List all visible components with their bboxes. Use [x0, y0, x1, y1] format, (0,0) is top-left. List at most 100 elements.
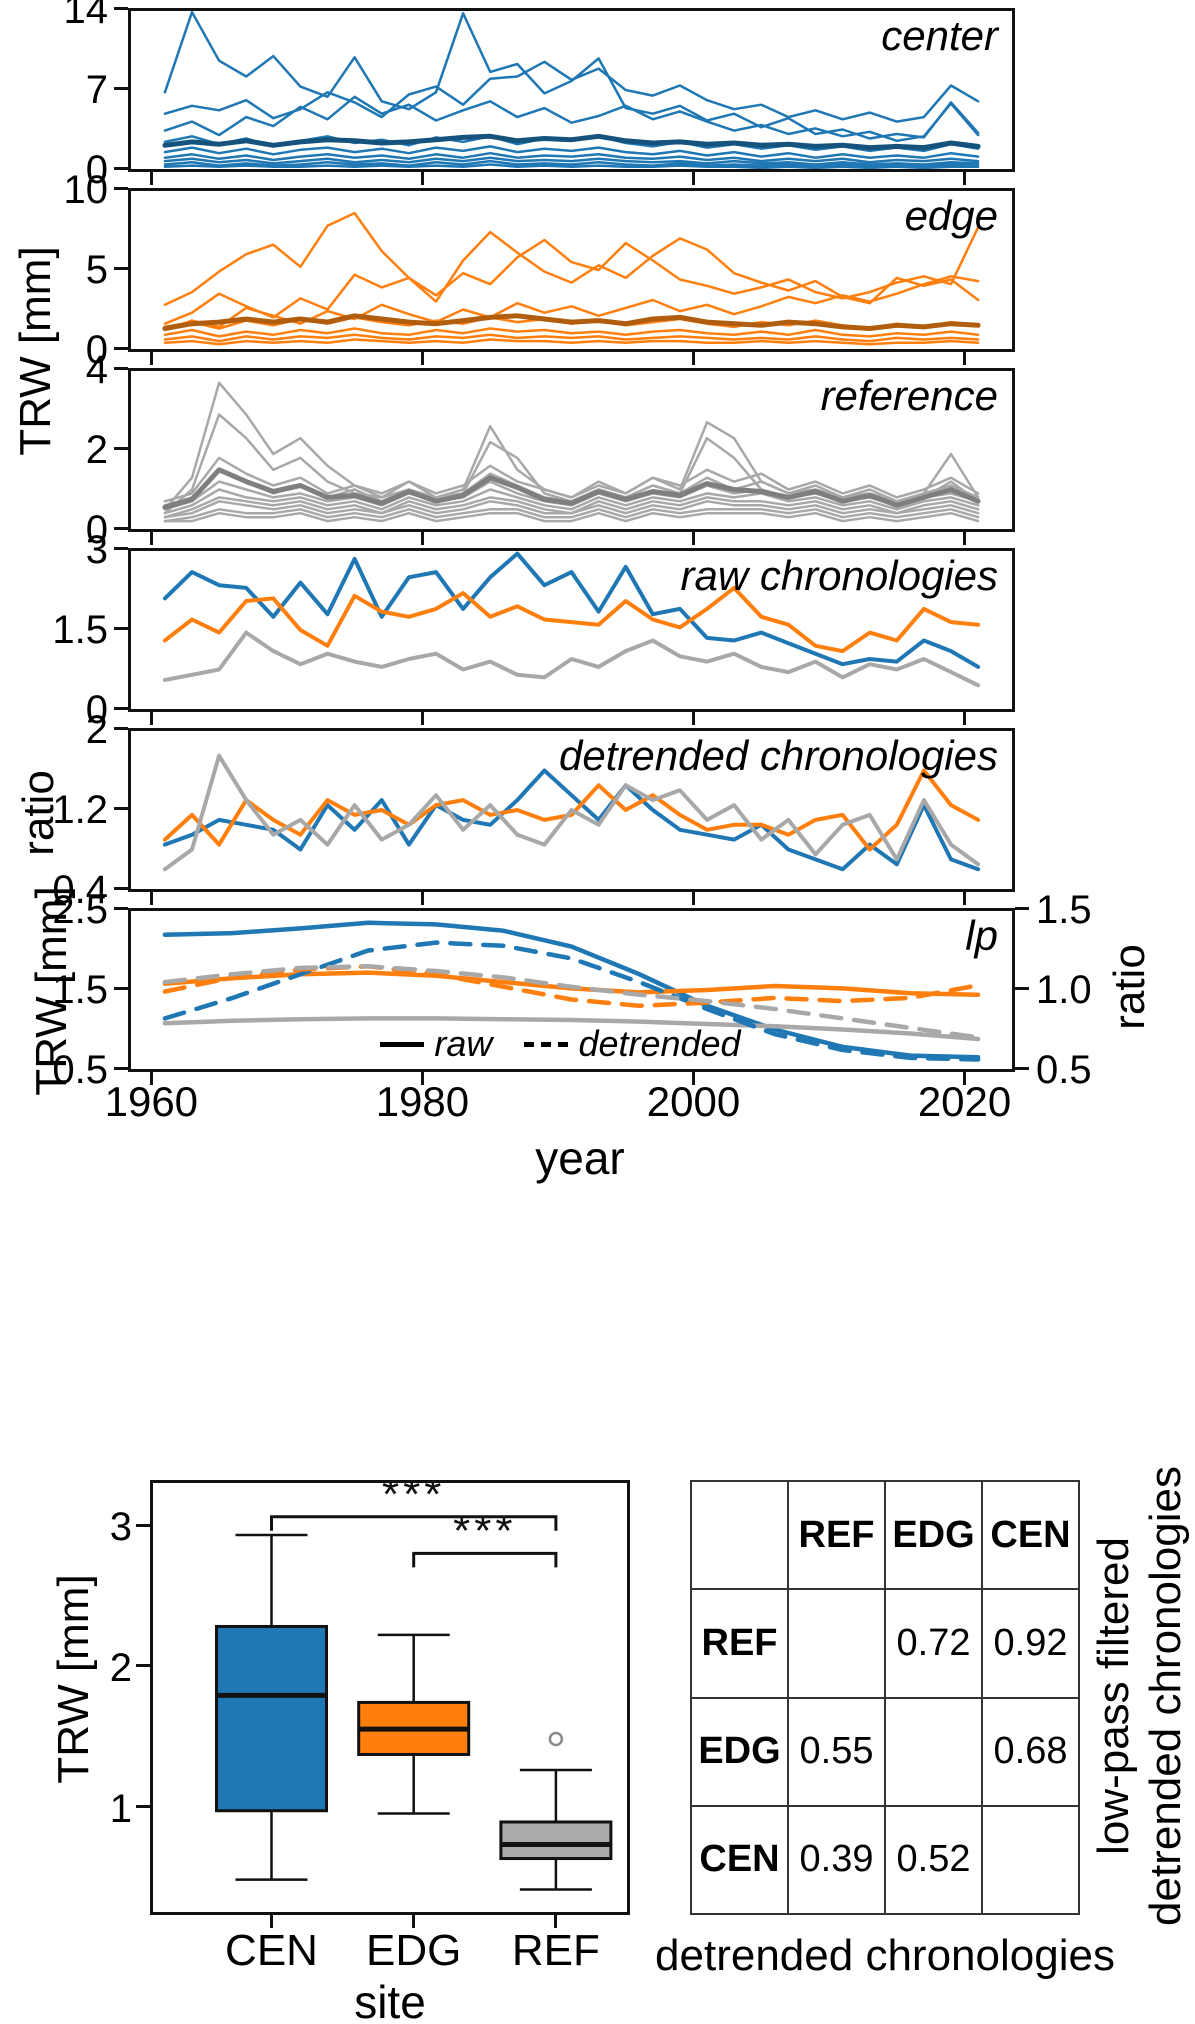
panel-detrended-chronologies: detrended chronologies — [128, 728, 1015, 892]
reference-plot-canvas — [162, 381, 981, 523]
series-cen-tree-6 — [163, 151, 980, 164]
legend-dashed-line-sample — [524, 1041, 569, 1047]
x-tick-mark — [963, 892, 967, 905]
x-tick-mark — [149, 712, 153, 725]
table-col-header-edg: EDG — [884, 1479, 983, 1591]
series-ref-tree-8 — [163, 500, 980, 519]
series-lp-detrended-ref — [162, 964, 981, 1040]
series-edg-tree-5 — [163, 327, 980, 338]
x-tick-label: 1980 — [375, 1078, 470, 1125]
boxplot-y-tick-mark — [136, 1805, 150, 1808]
series-ref-tree-10 — [163, 511, 980, 523]
series-lp-detrended-cen — [162, 940, 981, 1062]
x-axis-label-year: year — [535, 1132, 625, 1184]
significance-bracket-1 — [412, 1551, 558, 1568]
detrended-chronologies-plot-canvas — [162, 753, 981, 872]
y-tick-label: 1.5 — [52, 968, 108, 1012]
x-tick-mark — [420, 352, 424, 365]
significance-bracket-0 — [270, 1515, 558, 1531]
y-tick-mark — [114, 886, 128, 890]
y-tick-mark — [114, 86, 128, 90]
y-tick-mark — [114, 446, 128, 450]
panel-reference: reference — [128, 368, 1015, 532]
table-col-header-cen: CEN — [981, 1479, 1080, 1591]
series-edg-tree-1 — [163, 211, 980, 307]
boxplot-category-label: REF — [511, 1926, 600, 1975]
right-y-tick-mark — [1015, 906, 1029, 910]
x-tick-label: 2020 — [917, 1078, 1012, 1125]
boxplot-x-axis-label-site: site — [354, 1976, 426, 2024]
boxplot-x-tick-mark — [554, 1915, 558, 1928]
series-lp-raw-ref — [162, 1016, 981, 1042]
x-tick-mark — [691, 352, 695, 365]
y-tick-label: 2 — [85, 428, 108, 472]
series-ref-tree-9 — [163, 508, 980, 523]
series-lp-raw-edg — [162, 970, 981, 997]
y-tick-label: 2 — [85, 708, 108, 752]
series-cen-mean — [162, 133, 981, 151]
table-value-cen-edg: 0.52 — [884, 1804, 983, 1916]
boxplot-x-tick-mark — [270, 1915, 273, 1928]
legend-label-raw: raw — [434, 1023, 493, 1064]
outlier-ref — [548, 1731, 564, 1747]
series-edg-tree-7 — [163, 338, 980, 346]
lp-plot-canvas — [162, 920, 981, 1062]
y-tick-mark — [114, 546, 128, 550]
series-cen-tree-3 — [163, 95, 980, 143]
table-value-ref-ref — [787, 1588, 886, 1699]
center-plot-canvas — [162, 11, 981, 169]
box-cen — [215, 1624, 328, 1813]
y-tick-label: 0 — [85, 688, 108, 732]
panel-title-center: center — [881, 12, 998, 59]
panel-raw-chronologies: raw chronologies — [128, 548, 1015, 712]
y-tick-label: 5 — [85, 248, 108, 292]
y-tick-mark — [114, 526, 128, 530]
raw-chronologies-plot-canvas — [162, 551, 981, 688]
x-tick-mark — [149, 532, 153, 545]
y-tick-label: 14 — [63, 0, 109, 32]
series-ref-tree-3 — [163, 456, 980, 503]
series-raw-cen — [162, 551, 981, 669]
boxplot-y-tick-label: 3 — [109, 1505, 132, 1550]
table-row-header-edg: EDG — [690, 1696, 789, 1807]
series-ref-mean — [162, 467, 981, 510]
table-value-cen-ref: 0.39 — [787, 1804, 886, 1916]
x-tick-mark — [963, 532, 967, 545]
x-tick-mark — [149, 352, 153, 365]
right-y-tick-mark — [1015, 986, 1029, 990]
series-det-edg — [162, 768, 981, 852]
boxplot-y-tick-label: 2 — [109, 1645, 132, 1690]
panel-edge: edge — [128, 188, 1015, 352]
x-tick-label: 1960 — [104, 1078, 199, 1125]
x-tick-mark — [420, 712, 424, 725]
panel-title-detrended-chronologies: detrended chronologies — [559, 732, 998, 779]
box-ref — [499, 1820, 613, 1861]
edge-plot-canvas — [162, 211, 981, 346]
boxplot-canvas: ****** — [215, 1483, 613, 1891]
boxplot-x-tick-mark — [412, 1915, 416, 1928]
y-tick-label: 0 — [85, 508, 108, 552]
panel-lp: lp raw detrended — [128, 908, 1015, 1072]
boxplot-y-tick-label: 1 — [109, 1786, 132, 1831]
series-cen-tree-2 — [163, 60, 980, 123]
series-ref-tree-6 — [163, 488, 980, 515]
y-tick-mark — [114, 906, 128, 910]
x-tick-mark — [691, 532, 695, 545]
table-value-ref-cen: 0.92 — [981, 1588, 1080, 1699]
x-tick-mark — [420, 532, 424, 545]
series-cen-tree-9 — [163, 163, 980, 169]
table-value-cen-cen — [981, 1804, 1080, 1916]
correlation-table: REF EDG CEN REF 0.72 0.92 EDG 0.55 0.68 CEN 0.39 0.… — [690, 1479, 1080, 1916]
x-tick-mark — [420, 892, 424, 905]
y-tick-mark — [114, 346, 128, 350]
series-cen-tree-1 — [163, 11, 980, 140]
series-cen-tree-8 — [163, 159, 980, 168]
significance-stars-1: *** — [453, 1506, 516, 1555]
y-tick-mark — [114, 266, 128, 270]
y-tick-label: 0.5 — [52, 1048, 108, 1092]
series-edg-tree-2 — [163, 230, 980, 325]
series-cen-tree-5 — [163, 145, 980, 159]
x-tick-mark — [691, 712, 695, 725]
table-value-edg-cen: 0.68 — [981, 1696, 1080, 1807]
